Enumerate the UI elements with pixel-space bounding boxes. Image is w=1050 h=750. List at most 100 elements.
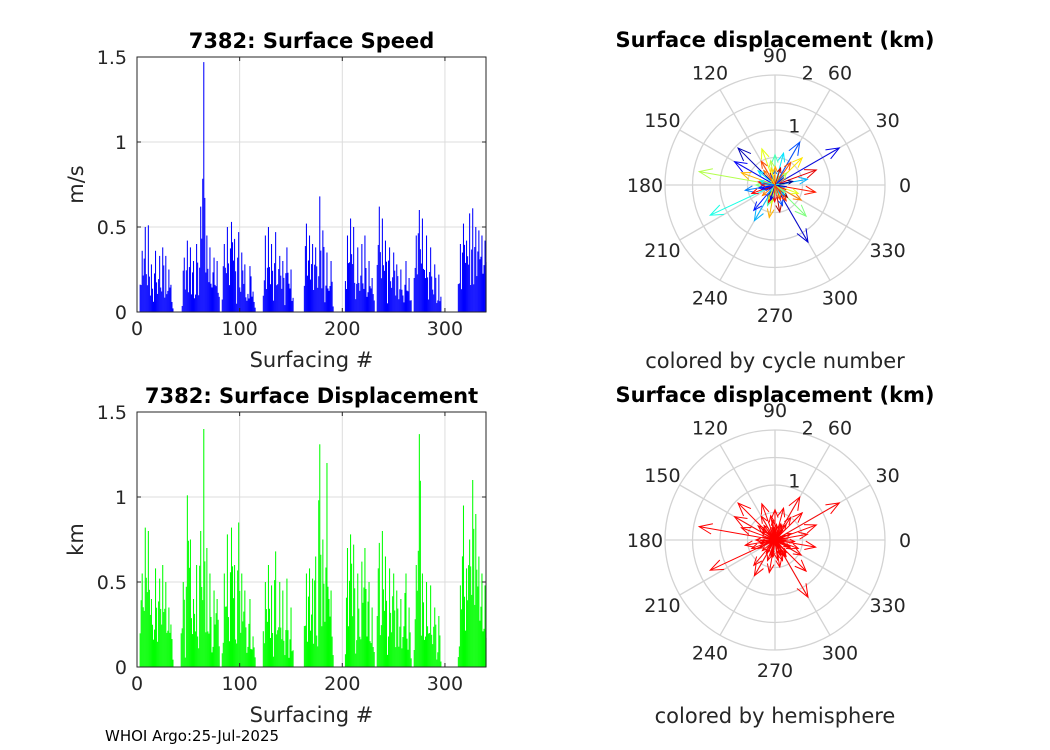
bar	[475, 514, 477, 667]
bar	[169, 287, 171, 312]
bar	[484, 585, 486, 667]
displacement-vector	[774, 140, 801, 186]
bar	[344, 281, 346, 312]
bar	[369, 641, 371, 667]
bar	[215, 613, 217, 667]
bar	[285, 630, 287, 667]
vector-head	[792, 548, 803, 556]
bar	[372, 647, 374, 667]
bar	[232, 566, 234, 667]
x-tick-label: 0	[131, 318, 143, 340]
bar	[469, 213, 471, 312]
bar	[243, 283, 245, 312]
bar	[368, 261, 370, 312]
bar	[190, 618, 192, 667]
bar	[244, 590, 246, 667]
vector-head	[775, 559, 782, 569]
bar	[254, 657, 256, 667]
vector-shaft	[774, 177, 785, 186]
bar	[436, 659, 438, 667]
bar	[264, 582, 266, 667]
bar	[286, 578, 288, 667]
vector-head	[753, 564, 764, 577]
bar	[187, 292, 189, 312]
bar	[161, 291, 163, 312]
bar	[304, 246, 306, 312]
vector-head	[787, 179, 794, 185]
vector-shaft	[774, 184, 786, 194]
theta-tick-label: 270	[757, 660, 793, 682]
displacement-chart: 0 100 200 300 0 0.5 1 1.5 7382: Surface Displace…	[64, 384, 487, 727]
bar	[303, 626, 305, 667]
displacement-vector	[774, 147, 841, 186]
vector-shaft	[761, 183, 776, 186]
bar	[273, 656, 275, 667]
vector-head	[804, 540, 817, 551]
bar	[146, 592, 148, 667]
bar	[415, 235, 417, 312]
bar	[156, 282, 158, 312]
vector-head	[753, 209, 764, 222]
bar	[394, 610, 396, 667]
bar	[384, 240, 386, 312]
bar	[235, 639, 237, 667]
theta-tick-label: 330	[869, 595, 905, 617]
displacement-vector	[740, 171, 776, 186]
bar	[406, 290, 408, 312]
theta-tick-label: 180	[627, 530, 663, 552]
displacement-vector	[762, 536, 776, 541]
vector-head	[771, 153, 779, 163]
bar	[157, 293, 159, 312]
bar	[192, 599, 195, 667]
vector-head	[761, 147, 770, 160]
bar	[158, 601, 160, 667]
bar	[426, 235, 428, 312]
vector-shaft	[774, 502, 840, 541]
bar	[354, 282, 356, 312]
vector-head	[766, 208, 775, 219]
bar	[283, 277, 285, 312]
bar	[401, 648, 403, 667]
theta-tick-label: 210	[644, 240, 680, 262]
r-tick-label: 1	[788, 116, 800, 138]
vector-head	[697, 523, 713, 535]
bar	[141, 250, 143, 312]
theta-tick-label: 90	[763, 400, 787, 422]
displacement-vector	[771, 178, 776, 186]
bar	[186, 495, 188, 667]
bar	[353, 227, 355, 312]
bar	[228, 285, 230, 312]
axes-box	[136, 411, 487, 668]
bar	[421, 573, 423, 667]
vector-head	[768, 514, 775, 523]
bar	[403, 626, 405, 667]
bar	[400, 269, 402, 312]
bar	[403, 302, 405, 312]
bar	[361, 561, 363, 667]
bar	[288, 283, 290, 312]
bar	[320, 554, 322, 667]
bar	[160, 608, 162, 667]
displacement-vector	[737, 147, 776, 186]
bar	[438, 274, 440, 312]
bar	[251, 296, 253, 312]
bar	[183, 599, 185, 667]
bar	[402, 295, 404, 312]
vector-shaft	[774, 539, 795, 543]
bar	[477, 251, 479, 312]
bar	[314, 580, 316, 667]
vector-head	[760, 186, 766, 190]
vector-head	[784, 516, 792, 526]
bar	[207, 631, 209, 667]
bar	[315, 556, 317, 667]
bar	[363, 288, 365, 312]
bar	[413, 650, 415, 667]
bar	[319, 444, 321, 667]
bar	[367, 601, 369, 667]
bar	[436, 303, 438, 312]
bar	[147, 225, 149, 312]
bar	[377, 568, 379, 667]
vector-head	[804, 524, 818, 534]
vector-head	[786, 533, 793, 538]
bar	[378, 542, 380, 667]
